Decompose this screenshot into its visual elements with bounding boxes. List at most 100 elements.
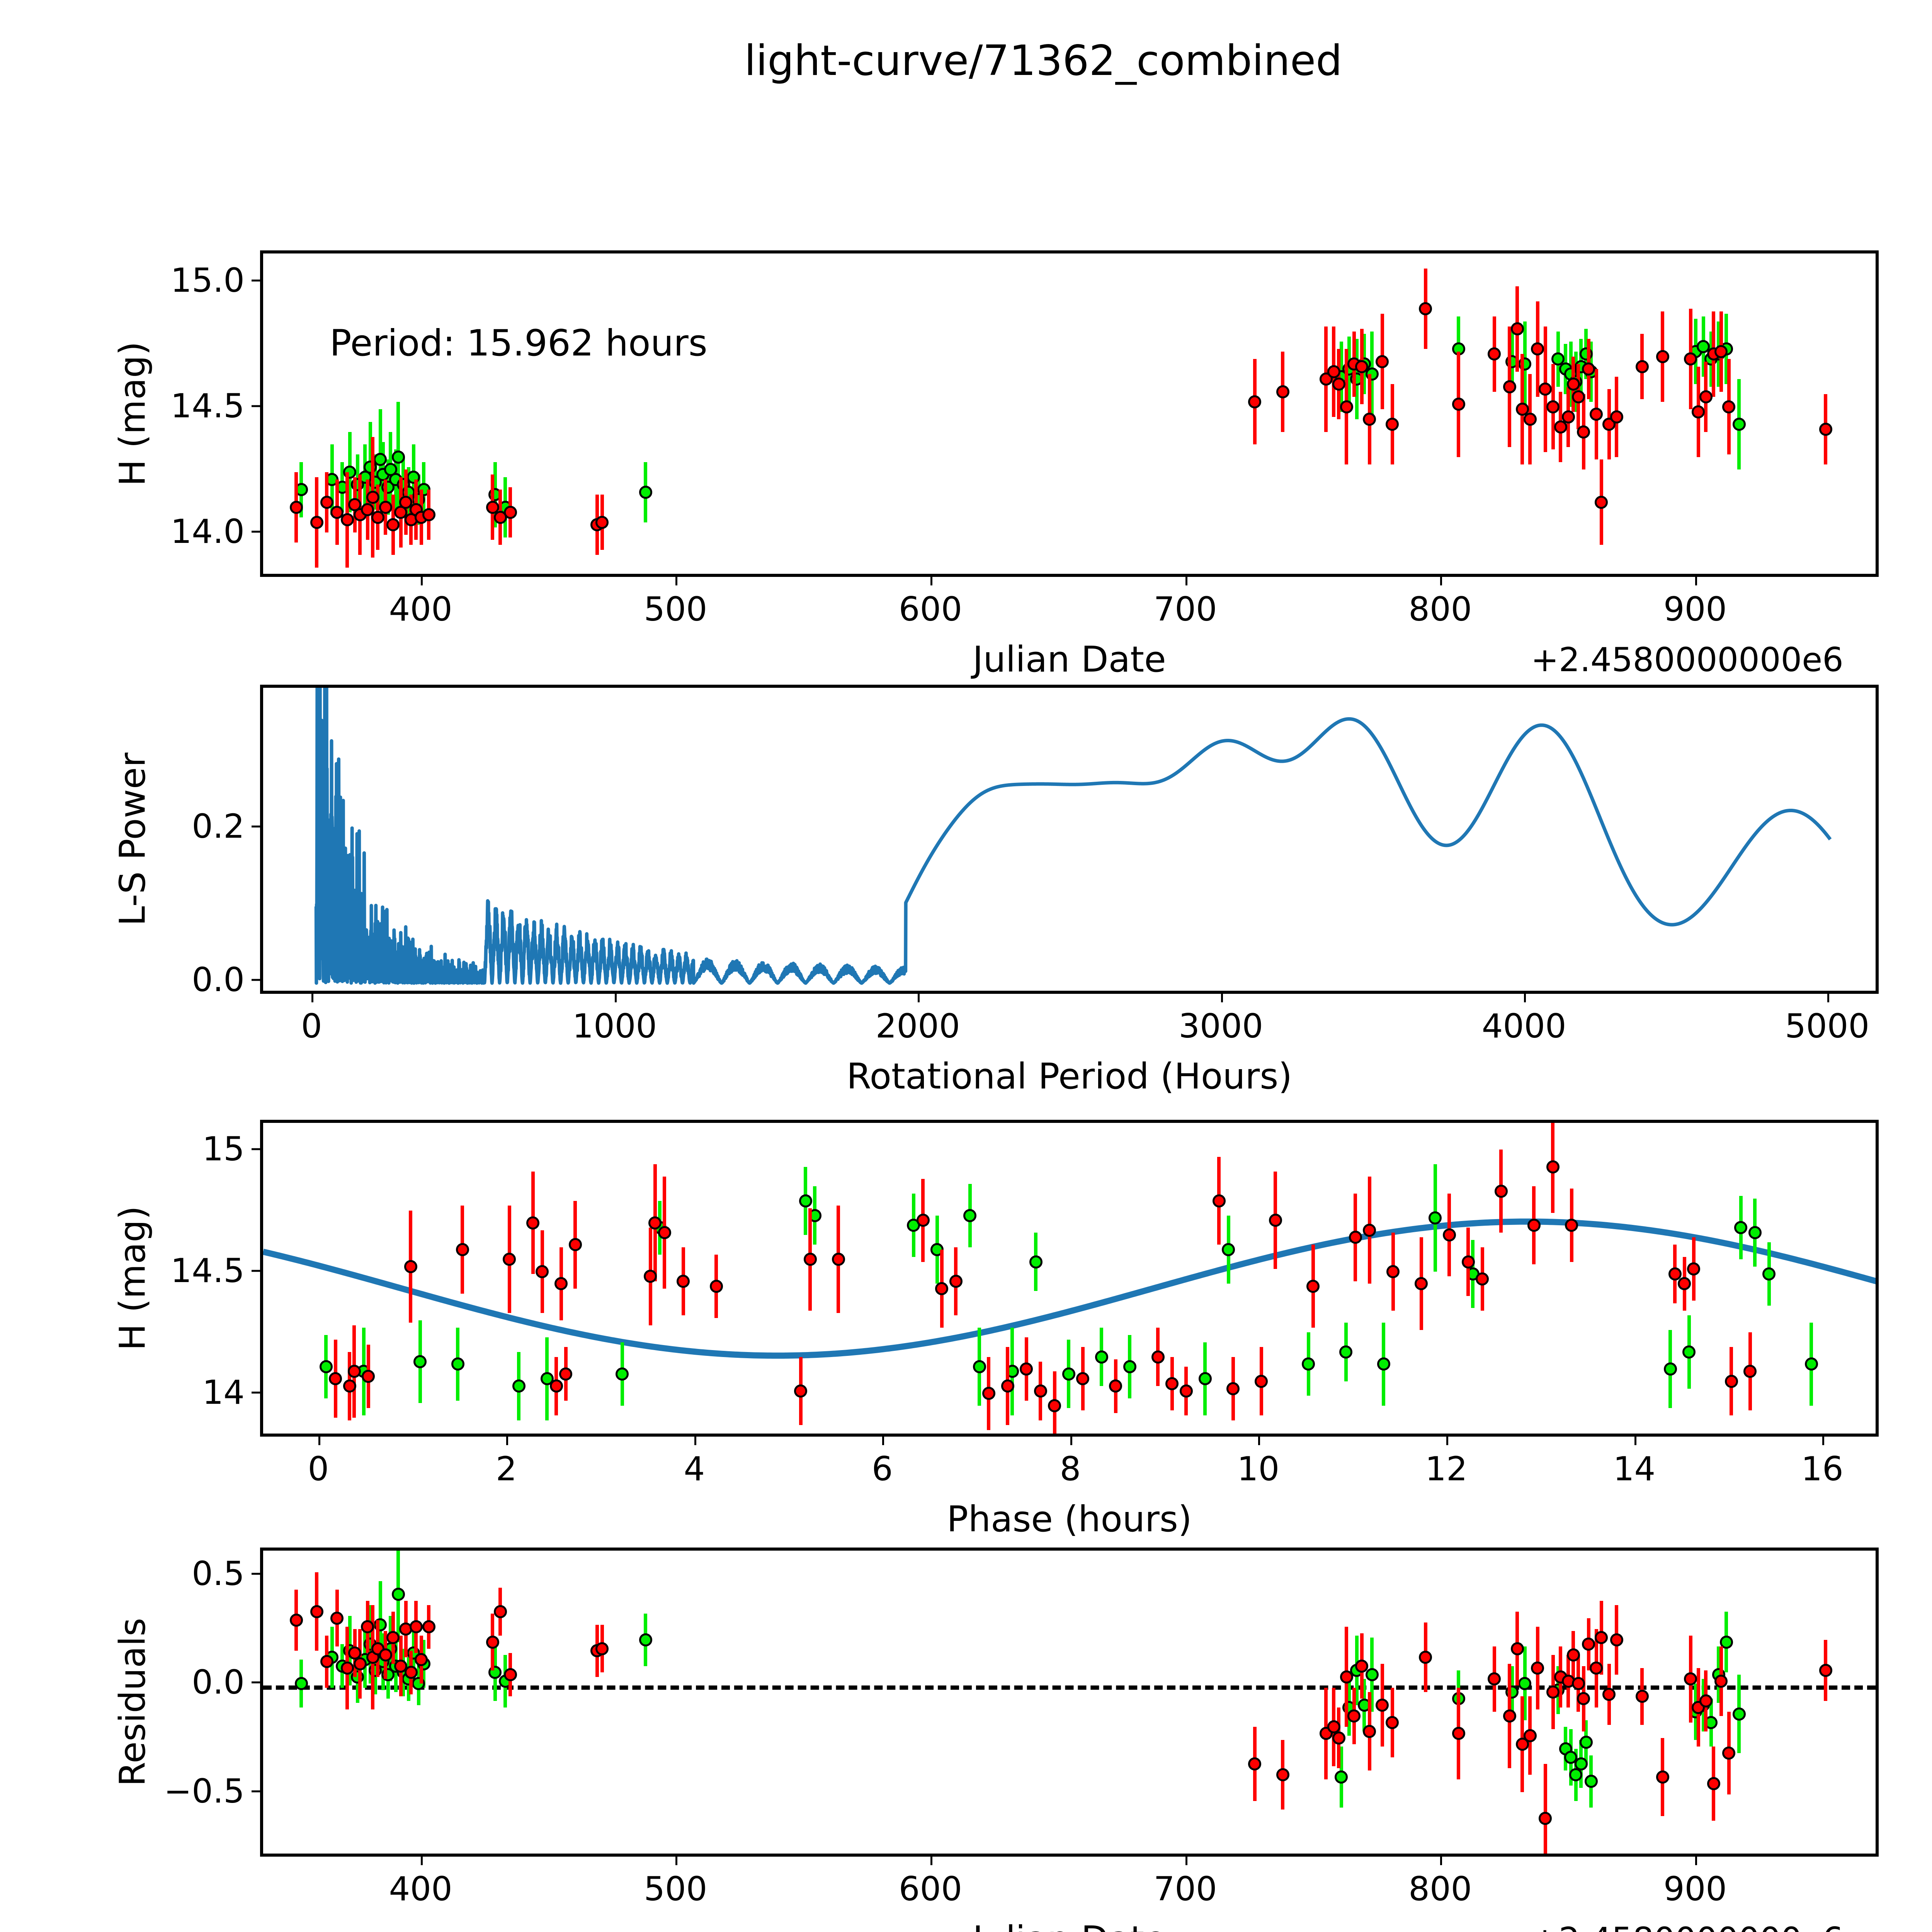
panel-residuals-xlabel: Julian Date <box>973 1918 1166 1932</box>
data-point-red <box>320 495 333 509</box>
panel-phase-folded-xtick-label: 0 <box>308 1450 329 1488</box>
data-point-red <box>1725 1374 1738 1388</box>
data-point-green <box>799 1194 812 1208</box>
panel-lightcurve-ytick-label: 14.5 <box>170 387 245 425</box>
panel-lightcurve-xtick-mark <box>1440 577 1442 585</box>
data-point-red <box>803 1253 817 1266</box>
data-point-red <box>361 503 374 516</box>
panel-phase-folded-xtick-label: 14 <box>1613 1450 1656 1488</box>
data-point-red <box>486 1635 499 1649</box>
data-point-red <box>1590 408 1603 421</box>
panel-periodogram-xlabel: Rotational Period (Hours) <box>846 1056 1293 1097</box>
panel-phase-folded-xtick-label: 10 <box>1237 1450 1280 1488</box>
data-point-red <box>503 505 517 519</box>
panel-phase-folded-xtick-mark <box>318 1437 320 1445</box>
data-point-red <box>832 1253 845 1266</box>
data-point-red <box>1355 360 1369 373</box>
data-point-green <box>1804 1357 1818 1371</box>
panel-periodogram-xtick-label: 4000 <box>1481 1007 1566 1046</box>
data-point-green <box>639 1633 652 1646</box>
data-point-red <box>1714 1675 1728 1688</box>
data-point-red <box>415 1653 428 1666</box>
panel-periodogram-xtick-mark <box>1827 994 1829 1002</box>
data-point-red <box>330 1611 344 1625</box>
panel-lightcurve-ytick-label: 15.0 <box>170 261 245 300</box>
data-point-red <box>503 1253 516 1266</box>
data-point-red <box>1452 398 1465 411</box>
data-point-red <box>1722 400 1736 413</box>
data-point-red <box>677 1275 690 1288</box>
panel-lightcurve-xtick-label: 900 <box>1663 590 1727 629</box>
data-point-green <box>343 465 357 479</box>
panel-periodogram-plot-area <box>263 688 1876 991</box>
panel-periodogram-xtick-mark <box>1524 994 1526 1002</box>
data-point-red <box>353 1657 367 1670</box>
data-point-red <box>422 508 435 521</box>
data-point-red <box>1503 380 1516 393</box>
data-point-green <box>1029 1255 1043 1269</box>
data-point-red <box>386 518 400 531</box>
data-point-green <box>364 460 377 474</box>
data-point-red <box>1255 1374 1268 1388</box>
data-point-red <box>1546 400 1560 413</box>
data-point-red <box>1610 1633 1623 1646</box>
panel-residuals <box>260 1548 1879 1857</box>
panel-residuals-x-offset-text: +2.4580000000e6 <box>1531 1920 1844 1932</box>
data-point-green <box>407 470 420 484</box>
data-point-green <box>1732 418 1746 431</box>
data-point-green <box>391 450 405 464</box>
data-point-red <box>644 1270 657 1283</box>
data-point-red <box>1488 1672 1501 1686</box>
data-point-green <box>1095 1350 1108 1364</box>
data-point-green <box>1734 1221 1748 1235</box>
data-point-red <box>1819 1663 1832 1677</box>
data-point-red <box>1539 1811 1552 1825</box>
data-point-red <box>1571 1677 1585 1690</box>
data-point-red <box>1306 1279 1320 1293</box>
data-point-green <box>1222 1243 1235 1256</box>
data-point-red <box>1415 1277 1428 1291</box>
data-point-red <box>1276 385 1289 398</box>
data-point-green <box>351 1670 364 1684</box>
data-point-green <box>1518 357 1532 371</box>
data-point-red <box>1714 345 1728 358</box>
data-point-red <box>1332 378 1345 391</box>
panel-phase-folded-ytick-mark <box>252 1148 260 1150</box>
data-point-red <box>1692 405 1705 418</box>
panel-periodogram-ytick-label: 0.0 <box>192 961 245 1000</box>
data-point-red <box>1515 403 1529 416</box>
data-point-red <box>1355 1659 1369 1673</box>
data-point-red <box>1722 1746 1736 1760</box>
panel-lightcurve-xtick-mark <box>1185 577 1187 585</box>
panel-lightcurve-xtick-label: 800 <box>1408 590 1472 629</box>
data-point-red <box>329 1372 342 1386</box>
data-point-red <box>559 1367 573 1381</box>
data-point-green <box>1505 1685 1519 1699</box>
data-point-red <box>1566 1648 1580 1662</box>
data-point-red <box>1376 355 1389 368</box>
panel-residuals-ytick-mark <box>252 1790 260 1793</box>
data-point-red <box>935 1282 949 1295</box>
period-annotation: Period: 15.962 hours <box>330 322 707 364</box>
data-point-red <box>362 1370 375 1383</box>
data-point-red <box>526 1216 540 1230</box>
data-point-green <box>639 485 652 499</box>
data-point-red <box>1276 1768 1289 1782</box>
data-point-red <box>536 1265 549 1278</box>
data-point-red <box>1566 378 1580 391</box>
data-point-green <box>1062 1367 1075 1381</box>
data-point-red <box>503 1668 517 1682</box>
data-point-red <box>1212 1194 1226 1208</box>
data-point-red <box>404 1260 417 1274</box>
data-point-red <box>1656 350 1669 363</box>
data-point-red <box>1488 347 1501 361</box>
data-point-red <box>1590 1662 1603 1675</box>
data-point-red <box>1452 1727 1465 1740</box>
data-point-red <box>1656 1770 1669 1784</box>
data-point-red <box>1523 1729 1537 1742</box>
panel-periodogram-xtick-mark <box>918 994 920 1002</box>
data-point-red <box>648 1216 662 1230</box>
data-point-red <box>1523 413 1537 426</box>
panel-phase-folded-xtick-mark <box>1070 1437 1072 1445</box>
data-point-red <box>1340 1670 1353 1684</box>
